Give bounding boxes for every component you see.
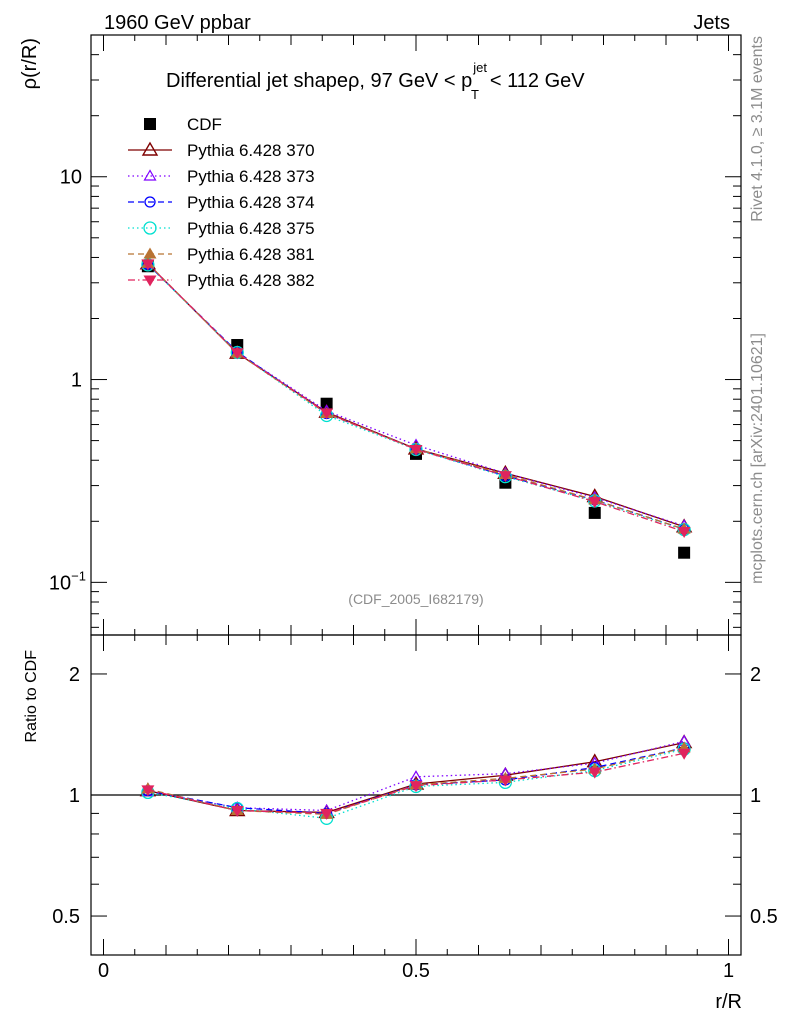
main-line-p381: [147, 262, 685, 530]
header-right: Jets: [693, 12, 730, 34]
xtick-label: 0.5: [402, 960, 430, 982]
legend-item-p370: Pythia 6.428 370: [128, 141, 315, 160]
main-point-p382-5: [588, 497, 602, 509]
main-point-p382-4: [498, 471, 512, 483]
plot-title: Differential jet shapeρ, 97 GeV < pjet T<…: [166, 60, 585, 102]
legend-marker-p374: [144, 196, 156, 208]
ratio-point-p382-1: [230, 806, 244, 818]
legend-marker-cdf: [144, 118, 156, 130]
legend-label-p381: Pythia 6.428 381: [187, 245, 315, 264]
main-point-p382-3: [409, 444, 423, 456]
ratio-ytick-label-right: 0.5: [750, 906, 778, 928]
legend-label-p382: Pythia 6.428 382: [187, 271, 315, 290]
legend-item-p381: Pythia 6.428 381: [128, 245, 315, 264]
main-ytick-label: 10: [60, 167, 82, 189]
legend: CDF Pythia 6.428 370 Pythia 6.428 373 Pythi…: [128, 115, 315, 290]
main-ytick-label: 10−1: [49, 568, 86, 594]
ratio-axis-ticks: 2 2 1 1 0.5 0.5 0 0.5 1: [52, 635, 778, 982]
legend-item-p375: Pythia 6.428 375: [128, 219, 315, 238]
main-point-cdf-2: [320, 397, 333, 410]
ratio-series-p373: [141, 734, 691, 816]
main-point-cdf-6: [678, 546, 691, 559]
main-series-cdf: [141, 260, 691, 559]
main-line-p374: [147, 263, 685, 530]
legend-item-cdf: CDF: [144, 115, 222, 134]
main-point-p382-6: [677, 527, 691, 539]
legend-label-p375: Pythia 6.428 375: [187, 219, 315, 238]
main-line-p375: [147, 264, 685, 531]
main-line-p373: [147, 263, 685, 527]
main-line-p370: [147, 263, 685, 528]
xtick-label: 0: [98, 960, 109, 982]
legend-label-p370: Pythia 6.428 370: [187, 141, 315, 160]
legend-marker-p381: [143, 247, 157, 259]
main-series-p374: [142, 258, 690, 535]
legend-item-p374: Pythia 6.428 374: [128, 193, 315, 212]
legend-label-p373: Pythia 6.428 373: [187, 167, 315, 186]
ratio-ytick-label-right: 1: [750, 785, 761, 807]
ratio-point-p382-2: [320, 808, 334, 820]
main-series-p373: [141, 257, 691, 531]
analysis-id: (CDF_2005_I682179): [348, 591, 483, 607]
main-series-p381: [141, 256, 691, 534]
legend-label-p374: Pythia 6.428 374: [187, 193, 315, 212]
header-left: 1960 GeV ppbar: [104, 12, 251, 34]
legend-marker-p375: [143, 221, 157, 235]
legend-item-p382: Pythia 6.428 382: [128, 271, 315, 290]
xtick-label: 1: [723, 960, 734, 982]
ratio-ytick-label-left: 2: [69, 664, 80, 686]
main-point-p382-1: [230, 348, 244, 360]
main-line-p382: [147, 263, 685, 533]
legend-label-cdf: CDF: [187, 115, 222, 134]
legend-marker-p382: [143, 275, 157, 287]
main-series-p370: [139, 255, 693, 533]
legend-marker-p370: [141, 141, 159, 156]
ratio-point-p382-6: [677, 748, 691, 760]
ratio-ytick-label-left: 1: [69, 785, 80, 807]
legend-item-p373: Pythia 6.428 373: [128, 167, 315, 186]
mcplots-label: mcplots.cern.ch [arXiv:2401.10621]: [749, 333, 766, 584]
ratio-point-p382-5: [588, 767, 602, 779]
x-axis-title: r/R: [715, 991, 742, 1013]
ratio-point-p382-3: [409, 781, 423, 793]
main-series-p382: [141, 259, 691, 539]
ratio-ytick-label-left: 0.5: [52, 906, 80, 928]
main-point-cdf-5: [588, 506, 601, 519]
rivet-label: Rivet 4.1.0, ≥ 3.1M events: [749, 36, 766, 222]
legend-marker-p373: [143, 169, 157, 181]
main-point-p382-2: [320, 408, 334, 420]
ratio-series-p382: [141, 748, 691, 820]
ratio-point-p382-4: [498, 775, 512, 787]
main-series-p375: [141, 258, 691, 537]
main-point-p382-0: [141, 259, 155, 271]
y-axis-title-ratio: Ratio to CDF: [23, 650, 40, 743]
main-ytick-label: 1: [71, 370, 82, 392]
ratio-series-group: [139, 734, 693, 825]
ratio-point-p382-0: [141, 785, 155, 797]
y-axis-title-main: ρ(r/R): [19, 38, 41, 89]
main-axis-ticks: 10 1 10−1: [49, 34, 741, 635]
ratio-ytick-label-right: 2: [750, 664, 761, 686]
main-series-group: [139, 255, 693, 559]
